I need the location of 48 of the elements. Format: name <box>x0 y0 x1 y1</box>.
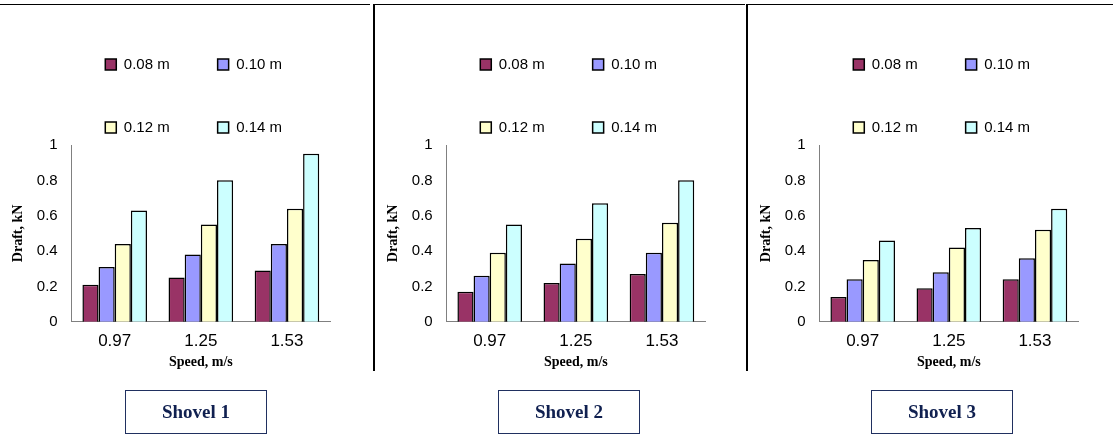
y-tick-label: 0.2 <box>411 276 433 294</box>
x-axis-title: Speed, m/s <box>916 354 982 370</box>
y-tick-label: 0.4 <box>36 241 58 259</box>
x-axis-title: Speed, m/s <box>543 354 609 370</box>
legend-label: 0.12 m <box>871 117 918 135</box>
y-tick-label: 0.6 <box>784 205 806 223</box>
legend-label: 0.10 m <box>611 54 657 72</box>
y-tick-label: 0.6 <box>411 205 433 223</box>
y-axis-title: Draft, kN <box>385 204 401 263</box>
x-tick-label: 1.53 <box>1018 330 1052 350</box>
legend-label: 0.10 m <box>984 54 1030 72</box>
y-tick-label: 1 <box>797 135 806 153</box>
legend-label: 0.10 m <box>236 54 282 72</box>
text: Shovel 2 <box>498 390 640 434</box>
x-tick-label: 1.53 <box>645 330 679 350</box>
y-tick-label: 0.8 <box>411 170 433 188</box>
y-tick-label: 0.6 <box>36 205 58 223</box>
legend-label: 0.08 m <box>871 54 918 72</box>
y-tick-label: 0.2 <box>784 276 806 294</box>
x-tick-label: 0.97 <box>98 330 132 350</box>
y-tick-label: 0 <box>424 311 433 329</box>
y-tick-label: 0.4 <box>784 241 806 259</box>
y-tick-label: 1 <box>49 135 58 153</box>
x-tick-label: 1.25 <box>184 330 218 350</box>
text: Shovel 1 <box>125 390 267 434</box>
x-tick-label: 0.97 <box>846 330 880 350</box>
legend-label: 0.08 m <box>123 54 170 72</box>
y-tick-label: 0.8 <box>36 170 58 188</box>
x-tick-label: 0.97 <box>473 330 507 350</box>
y-tick-label: 1 <box>424 135 433 153</box>
y-tick-label: 0.2 <box>36 276 58 294</box>
y-tick-label: 0 <box>797 311 806 329</box>
legend-label: 0.14 m <box>984 117 1030 135</box>
x-tick-label: 1.53 <box>270 330 304 350</box>
legend-label: 0.12 m <box>123 117 170 135</box>
legend-label: 0.08 m <box>498 54 545 72</box>
legend-label: 0.14 m <box>236 117 282 135</box>
x-tick-label: 1.25 <box>559 330 593 350</box>
y-tick-label: 0 <box>49 311 58 329</box>
y-tick-label: 0.8 <box>784 170 806 188</box>
y-axis-title: Draft, kN <box>10 204 26 263</box>
y-tick-label: 0.4 <box>411 241 433 259</box>
y-axis-title: Draft, kN <box>758 204 774 263</box>
x-axis-title: Speed, m/s <box>168 354 234 370</box>
legend-label: 0.12 m <box>498 117 545 135</box>
text: Shovel 3 <box>871 390 1013 434</box>
x-tick-label: 1.25 <box>932 330 966 350</box>
legend-label: 0.14 m <box>611 117 657 135</box>
